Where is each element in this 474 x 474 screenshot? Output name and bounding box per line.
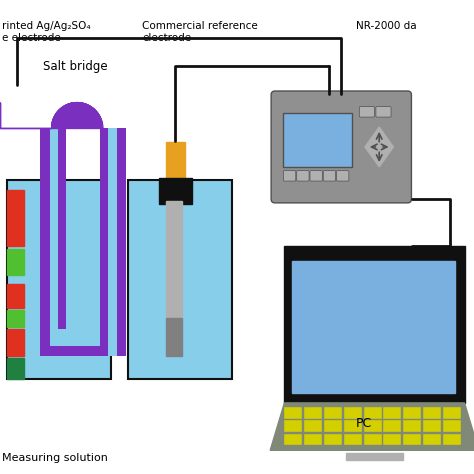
Text: NR-2000 da: NR-2000 da [356, 21, 416, 31]
Bar [7, 284, 24, 308]
FancyBboxPatch shape [100, 128, 126, 356]
Polygon shape [52, 103, 102, 128]
FancyBboxPatch shape [337, 171, 349, 181]
FancyBboxPatch shape [284, 434, 302, 445]
Text: PC: PC [356, 417, 372, 430]
Bar [7, 310, 24, 327]
FancyBboxPatch shape [443, 434, 461, 445]
FancyBboxPatch shape [40, 329, 116, 356]
FancyBboxPatch shape [383, 434, 401, 445]
FancyBboxPatch shape [324, 407, 342, 419]
FancyBboxPatch shape [344, 434, 362, 445]
FancyBboxPatch shape [364, 420, 382, 432]
FancyBboxPatch shape [108, 128, 117, 356]
Text: Measuring solution: Measuring solution [2, 453, 108, 463]
FancyBboxPatch shape [7, 180, 111, 379]
Polygon shape [365, 127, 393, 167]
Polygon shape [52, 103, 102, 128]
FancyBboxPatch shape [376, 107, 391, 117]
FancyBboxPatch shape [271, 91, 411, 203]
Bar [284, 114, 351, 166]
Bar [7, 190, 24, 246]
FancyBboxPatch shape [403, 407, 421, 419]
Bar [166, 318, 182, 356]
FancyBboxPatch shape [403, 420, 421, 432]
FancyBboxPatch shape [383, 407, 401, 419]
Polygon shape [284, 246, 465, 403]
FancyBboxPatch shape [128, 180, 232, 379]
Bar [7, 329, 24, 356]
FancyBboxPatch shape [50, 329, 107, 346]
FancyBboxPatch shape [310, 171, 322, 181]
FancyBboxPatch shape [304, 407, 322, 419]
FancyBboxPatch shape [324, 420, 342, 432]
FancyBboxPatch shape [284, 407, 302, 419]
Text: Salt bridge: Salt bridge [43, 61, 107, 73]
FancyBboxPatch shape [359, 107, 374, 117]
FancyBboxPatch shape [284, 420, 302, 432]
Text: Commercial reference
electrode: Commercial reference electrode [142, 21, 258, 43]
FancyBboxPatch shape [344, 420, 362, 432]
Bar [292, 261, 455, 393]
Text: rinted Ag/Ag₂SO₄
e electrode: rinted Ag/Ag₂SO₄ e electrode [2, 21, 91, 43]
FancyBboxPatch shape [423, 434, 441, 445]
FancyBboxPatch shape [443, 407, 461, 419]
Bar [7, 249, 24, 275]
FancyBboxPatch shape [50, 128, 58, 341]
FancyBboxPatch shape [324, 434, 342, 445]
FancyBboxPatch shape [364, 434, 382, 445]
FancyBboxPatch shape [323, 171, 336, 181]
FancyBboxPatch shape [423, 407, 441, 419]
FancyBboxPatch shape [40, 128, 66, 341]
FancyBboxPatch shape [304, 434, 322, 445]
FancyBboxPatch shape [304, 420, 322, 432]
FancyBboxPatch shape [443, 420, 461, 432]
Bar [283, 113, 352, 167]
Polygon shape [270, 403, 474, 450]
Bar [159, 178, 192, 204]
Bar [166, 201, 182, 318]
Bar [372, 140, 386, 154]
Bar [7, 358, 24, 379]
Bar [346, 453, 403, 460]
FancyBboxPatch shape [383, 420, 401, 432]
PathPatch shape [52, 103, 102, 128]
Bar [166, 142, 185, 180]
FancyBboxPatch shape [364, 407, 382, 419]
FancyBboxPatch shape [403, 434, 421, 445]
FancyBboxPatch shape [344, 407, 362, 419]
FancyBboxPatch shape [423, 420, 441, 432]
FancyBboxPatch shape [297, 171, 309, 181]
FancyBboxPatch shape [283, 171, 296, 181]
